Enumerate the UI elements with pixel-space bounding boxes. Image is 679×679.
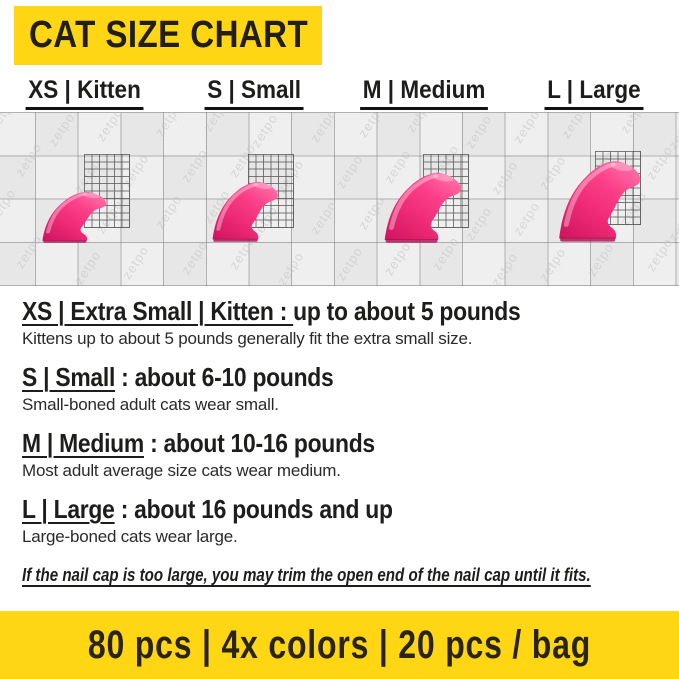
watermark-text: zetpo xyxy=(152,112,185,140)
trim-note: If the nail cap is too large, you may tr… xyxy=(22,565,591,585)
watermark-text: zetpo xyxy=(488,157,521,198)
size-label-m: M | Medium xyxy=(360,76,489,110)
watermark-text: zetpo xyxy=(488,249,521,286)
watermark-text: zetpo xyxy=(0,112,19,134)
size-label-xs: XS | Kitten xyxy=(25,76,144,110)
section-xs-description: Kittens up to about 5 pounds generally f… xyxy=(22,329,473,348)
watermark-text: zetpo xyxy=(381,238,414,279)
section-xs-range: up to about 5 pounds xyxy=(293,296,521,326)
section-l-range: : about 16 pounds and up xyxy=(114,494,393,524)
pack-info: 80 pcs | 4x colors | 20 pcs / bag xyxy=(87,622,592,667)
section-l-description: Large-boned cats wear large. xyxy=(22,527,238,546)
nail-cap-xs xyxy=(40,189,109,243)
size-label-s: S | Small xyxy=(204,76,305,110)
nail-cap-l xyxy=(551,152,653,242)
section-m: M | Medium : about 10-16 pounds Most adu… xyxy=(22,428,672,481)
watermark-text: zetpo xyxy=(93,112,126,145)
watermark-text: zetpo xyxy=(510,112,543,147)
fine-grid-xs xyxy=(84,154,130,228)
watermark-text: zetpo xyxy=(307,112,340,146)
title-banner: CAT SIZE CHART xyxy=(14,6,322,65)
watermark-text: zetpo xyxy=(248,112,281,151)
watermark-text: zetpo xyxy=(355,112,388,141)
watermark-text: zetpo xyxy=(274,248,307,286)
section-s-description: Small-boned adult cats wear small. xyxy=(22,395,279,414)
footer-banner: 80 pcs | 4x colors | 20 pcs / bag xyxy=(0,611,679,679)
watermark-text: zetpo xyxy=(403,112,436,136)
nail-cap-s xyxy=(206,175,288,242)
size-label-row: XS | Kitten S | Small M | Medium L | Lar… xyxy=(0,76,679,110)
section-s-range: : about 6-10 pounds xyxy=(115,362,334,392)
watermark-text: zetpo xyxy=(71,247,104,286)
watermark-text: zetpo xyxy=(45,112,78,150)
section-l: L | Large : about 16 pounds and up Large… xyxy=(22,494,672,547)
section-s: S | Small : about 6-10 pounds Small-bone… xyxy=(22,362,672,415)
watermark-text: zetpo xyxy=(178,237,211,278)
watermark-text: zetpo xyxy=(558,112,591,142)
watermark-text: zetpo xyxy=(333,151,366,192)
watermark-text: zetpo xyxy=(200,112,233,135)
watermark-text: zetpo xyxy=(119,242,152,283)
watermark-text: zetpo xyxy=(152,191,185,232)
watermark-text: zetpo xyxy=(333,243,366,284)
nail-cap-m xyxy=(377,165,473,243)
watermark-text: zetpo xyxy=(584,239,617,280)
section-m-range: : about 10-16 pounds xyxy=(143,428,375,458)
watermark-text: zetpo xyxy=(0,185,19,226)
section-m-description: Most adult average size cats wear medium… xyxy=(22,461,341,480)
section-s-title: S | Small xyxy=(22,362,116,392)
section-l-title: L | Large xyxy=(22,494,115,524)
size-label-l: L | Large xyxy=(544,76,644,110)
watermark-text: zetpo xyxy=(307,197,340,238)
section-m-title: M | Medium xyxy=(22,428,144,458)
grid-band: zetpo zetpo zetpo zetpo zetpo zetpo zetpo zetpo… xyxy=(0,112,679,286)
section-xs: XS | Extra Small | Kitten : up to about … xyxy=(22,296,672,349)
watermark-text: zetpo xyxy=(462,112,495,152)
size-descriptions: XS | Extra Small | Kitten : up to about … xyxy=(22,296,672,586)
section-xs-title: XS | Extra Small | Kitten : xyxy=(22,296,294,326)
page-title: CAT SIZE CHART xyxy=(29,14,309,56)
watermark-text: zetpo xyxy=(12,139,45,180)
watermark-text: zetpo xyxy=(510,198,543,239)
watermark-text: zetpo xyxy=(536,244,569,285)
watermark-text: zetpo xyxy=(617,112,650,137)
